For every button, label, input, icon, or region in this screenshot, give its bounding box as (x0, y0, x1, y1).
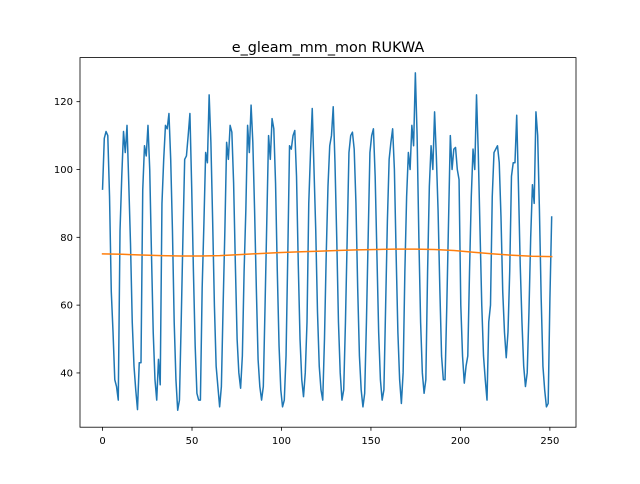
x-tick-label: 0 (99, 436, 105, 447)
axes-frame (79, 57, 577, 428)
plot-area: 0 50 100 150 200 250 40 60 80 100 120 (54, 57, 577, 447)
x-tick-label: 200 (451, 436, 470, 447)
x-tick-label: 50 (186, 436, 199, 447)
y-tick-label: 80 (60, 233, 73, 244)
x-tick-label: 250 (540, 436, 559, 447)
series-line-1 (101, 72, 553, 411)
y-tick-label: 40 (60, 368, 73, 379)
y-tick-label: 100 (54, 165, 73, 176)
y-tick-label: 60 (60, 301, 73, 312)
x-axis: 0 50 100 150 200 250 (99, 427, 559, 447)
series-line-2 (101, 248, 553, 258)
series-layer (101, 72, 553, 411)
x-tick-label: 100 (272, 436, 291, 447)
x-tick-label: 150 (361, 436, 380, 447)
y-axis: 40 60 80 100 120 (54, 97, 80, 379)
axes-background (80, 57, 576, 428)
y-tick-label: 120 (54, 97, 73, 108)
chart-title: e_gleam_mm_mon RUKWA (232, 40, 425, 56)
